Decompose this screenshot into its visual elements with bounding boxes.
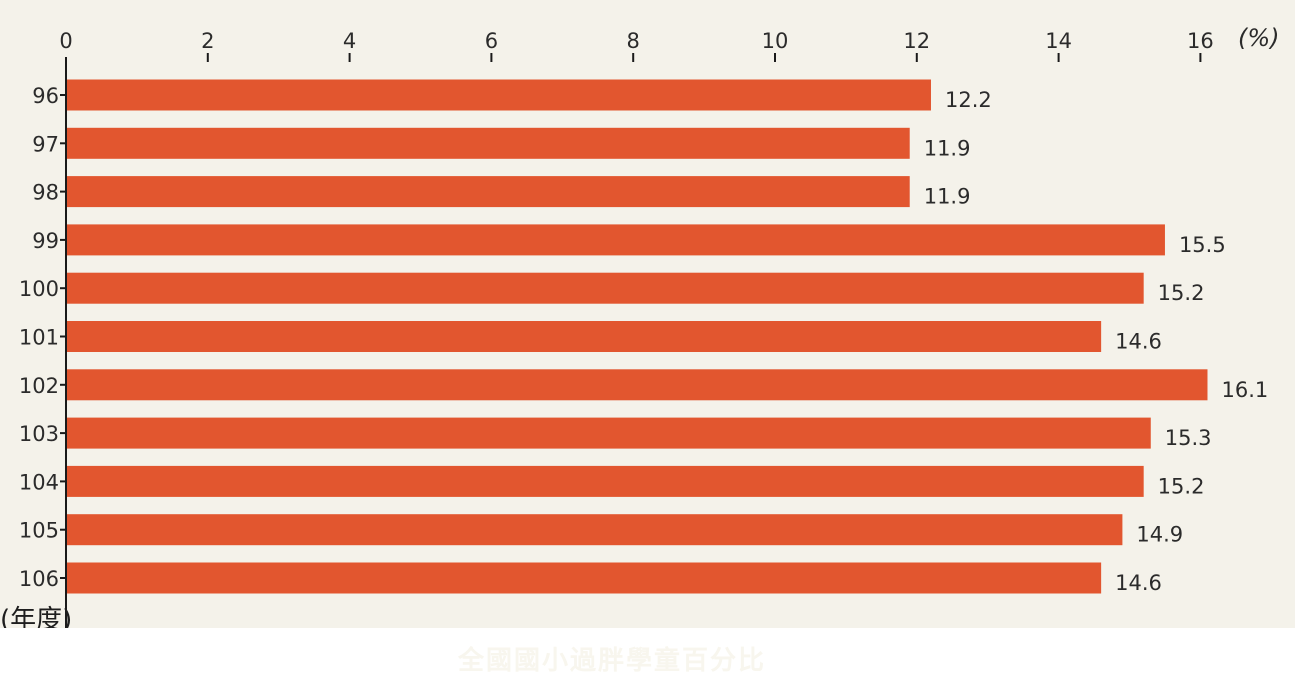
bar-102 <box>67 369 1208 401</box>
bar-99 <box>67 224 1165 256</box>
value-label-101: 14.6 <box>1115 330 1162 354</box>
bar-101 <box>67 321 1102 352</box>
y-tick-label-103: 103 <box>19 422 59 446</box>
bar-103 <box>67 417 1151 449</box>
x-tick-label-8: 8 <box>627 29 640 53</box>
x-tick-label-4: 4 <box>343 29 356 53</box>
value-label-103: 15.3 <box>1165 426 1212 450</box>
x-tick-label-12: 12 <box>903 29 930 53</box>
y-tick-label-102: 102 <box>19 374 59 398</box>
y-tick-label-101: 101 <box>19 326 59 350</box>
y-tick-label-104: 104 <box>19 470 59 494</box>
bar-104 <box>67 465 1144 497</box>
bar-chart: 0 2 4 6 8 10 12 14 16 (%) 96 12.2 97 11.9 98 11.9 99 15.5… <box>0 24 1280 628</box>
y-tick-label-100: 100 <box>19 277 59 301</box>
y-tick-label-99: 99 <box>32 229 59 253</box>
value-label-97: 11.9 <box>924 136 971 160</box>
y-tick-label-98: 98 <box>32 181 59 205</box>
x-tick-label-10: 10 <box>762 29 789 53</box>
bar-100 <box>67 272 1144 304</box>
bar-96 <box>67 79 931 111</box>
value-label-104: 15.2 <box>1158 474 1205 498</box>
value-label-102: 16.1 <box>1221 378 1268 402</box>
y-tick-label-106: 106 <box>19 567 59 591</box>
y-tick-label-105: 105 <box>19 519 59 543</box>
y-tick-label-97: 97 <box>32 132 59 156</box>
x-tick-label-6: 6 <box>485 29 498 53</box>
y-axis-label: (年度) <box>0 605 72 628</box>
value-label-99: 15.5 <box>1179 233 1226 257</box>
x-unit-label: (%) <box>1238 24 1280 52</box>
value-label-96: 12.2 <box>945 88 992 112</box>
bar-106 <box>67 562 1102 594</box>
x-tick-label-0: 0 <box>59 29 72 53</box>
label-layer: 0 2 4 6 8 10 12 14 16 (%) 96 12.2 97 11.9 98 11.9 99 15.5… <box>0 24 1280 628</box>
value-label-105: 14.9 <box>1136 523 1183 547</box>
x-tick-label-2: 2 <box>201 29 214 53</box>
axis-layer <box>60 53 1202 628</box>
value-label-106: 14.6 <box>1115 571 1162 595</box>
value-label-98: 11.9 <box>924 185 971 209</box>
x-tick-label-14: 14 <box>1045 29 1072 53</box>
bar-97 <box>67 127 910 159</box>
chart-caption: 全國國小過胖學童百分比 <box>457 646 766 676</box>
value-label-100: 15.2 <box>1158 281 1205 305</box>
bar-layer <box>67 79 1208 594</box>
bar-98 <box>67 176 910 208</box>
bar-105 <box>67 514 1123 546</box>
x-tick-label-16: 16 <box>1187 29 1214 53</box>
y-tick-label-96: 96 <box>32 84 59 108</box>
